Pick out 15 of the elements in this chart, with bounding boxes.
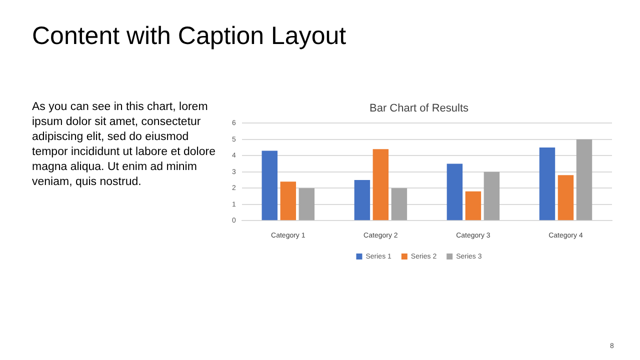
bar xyxy=(262,150,278,220)
bar xyxy=(298,188,315,220)
bar xyxy=(576,139,592,220)
bar xyxy=(354,180,370,220)
text: Content with Caption Layout xyxy=(32,22,346,51)
bar xyxy=(539,148,556,220)
bar xyxy=(372,149,389,220)
text: As you can see in this chart, lorem ipsum dolor sit amet, consectetur adipiscing elit, sed do eiusmod tempor incididunt ut labore et dolore magna aliqua. Ut enim ad minim veniam, quis nostrud. xyxy=(32,100,216,190)
bar xyxy=(484,172,500,220)
bar xyxy=(465,191,482,220)
bar xyxy=(391,188,408,220)
chart-title: Bar Chart of Results xyxy=(369,102,470,115)
bar xyxy=(558,175,574,220)
bar xyxy=(280,182,296,220)
bar xyxy=(446,164,463,220)
